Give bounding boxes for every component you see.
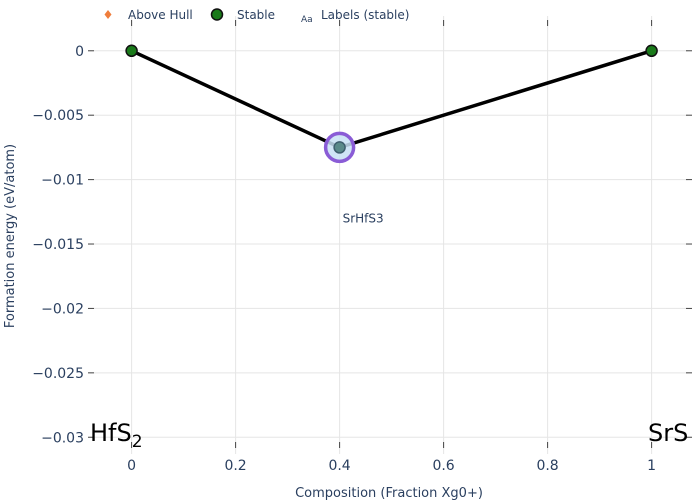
y-axis-title: Formation energy (eV/atom) (3, 144, 18, 328)
text-glyph-icon: Aa (301, 15, 313, 25)
circle-marker-icon (210, 8, 224, 21)
legend-item-above-hull[interactable]: Above Hull (104, 8, 193, 22)
y-tick-label: −0.005 (32, 108, 84, 124)
x-axis-title: Composition (Fraction Xg0+) (295, 486, 483, 500)
x-tick-label: 0.2 (224, 458, 246, 474)
point-labels: SrHfS3 (343, 211, 384, 225)
legend-label-labels-stable: Labels (stable) (321, 8, 409, 22)
y-tick-label: 0 (75, 44, 84, 60)
legend-item-stable[interactable]: Stable (210, 8, 276, 22)
x-tick-label: 0.6 (432, 458, 454, 474)
end-label-left: HfS2 (90, 419, 143, 452)
x-tick-label: 1 (647, 458, 656, 474)
x-tick-label: 0.8 (536, 458, 558, 474)
stable-points[interactable] (125, 44, 658, 164)
stable-point[interactable] (333, 141, 346, 154)
legend: Above Hull Stable Aa Labels (stable) (104, 8, 409, 25)
ticks (88, 20, 692, 448)
x-tick-label: 0 (127, 458, 136, 474)
y-tick-labels: 0 −0.005 −0.01 −0.015 −0.02 −0.025 −0.03 (32, 44, 84, 446)
point-label: SrHfS3 (343, 211, 384, 225)
x-tick-labels: 0 0.2 0.4 0.6 0.8 1 (127, 458, 656, 474)
y-tick-label: −0.01 (41, 173, 84, 189)
y-tick-label: −0.015 (32, 237, 84, 253)
diamond-icon (104, 10, 112, 19)
stable-point[interactable] (125, 44, 138, 58)
x-tick-label: 0.4 (328, 458, 350, 474)
end-label-left-subscript: 2 (132, 432, 143, 452)
y-tick-label: −0.03 (41, 430, 84, 446)
hull-line-group (130, 49, 653, 150)
legend-item-labels-stable[interactable]: Aa Labels (stable) (301, 8, 409, 25)
y-tick-label: −0.02 (41, 301, 84, 317)
end-label-right-text: SrS (648, 419, 688, 447)
hull-line (130, 49, 653, 150)
end-label-left-text: HfS (90, 419, 132, 447)
stable-point[interactable] (645, 44, 658, 58)
y-tick-label: −0.025 (32, 366, 84, 382)
end-label-right: SrS (648, 419, 688, 447)
legend-label-stable: Stable (237, 8, 275, 22)
grid (90, 16, 688, 454)
legend-label-above-hull: Above Hull (128, 8, 193, 22)
